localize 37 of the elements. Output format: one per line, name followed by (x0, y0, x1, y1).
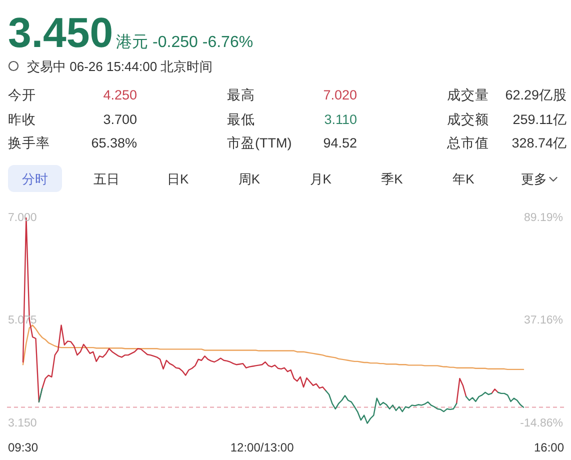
y2tick-label: 37.16% (524, 314, 563, 327)
table-label: 成交量 (447, 88, 489, 102)
table-value: 7.020 (323, 88, 357, 102)
table-label: 市盈(TTM) (227, 136, 292, 150)
tab-label: 月K (310, 172, 332, 186)
ytick-label: 3.150 (8, 417, 37, 430)
table-value: 3.110 (324, 112, 357, 127)
title: 3.450 (8, 9, 114, 56)
xtick-label: 09:30 (8, 440, 38, 454)
table-label: 最低 (227, 112, 255, 127)
y2tick-label: -14.86% (520, 417, 563, 430)
table-label: 今开 (8, 88, 36, 102)
table-value: 65.38% (91, 136, 137, 150)
table-label: 总市值 (447, 136, 489, 150)
tab-label: 五日 (93, 172, 120, 186)
table-value: 328.74亿 (512, 136, 567, 150)
table-value: 4.250 (103, 88, 137, 102)
tab-label: 周K (238, 172, 260, 186)
table-value: 259.11亿 (512, 112, 567, 127)
table-label: 成交额 (447, 112, 489, 127)
table-label: 换手率 (8, 136, 50, 150)
tab-label: 更多 (520, 172, 547, 186)
tab-label: 日K (166, 172, 189, 186)
table-value: 62.29亿股 (505, 88, 567, 102)
tab-label: 分时 (22, 172, 48, 186)
status-text: 交易中 06-26 15:44:00 北京时间 (27, 59, 213, 74)
y2tick-label: 89.19% (524, 212, 563, 224)
xtick-label: 12:00/13:00 (230, 440, 294, 454)
subtitle: 港元 -0.250 -6.76% (116, 34, 254, 51)
table-value: 3.700 (103, 112, 137, 127)
tab-label: 年K (452, 172, 474, 186)
table-label: 最高 (227, 88, 255, 102)
ytick-label: 7.000 (8, 212, 37, 224)
table-value: 94.52 (323, 136, 357, 150)
table-label: 昨收 (8, 112, 36, 127)
xtick-label: 16:00 (534, 440, 564, 454)
tab-label: 季K (381, 172, 403, 186)
